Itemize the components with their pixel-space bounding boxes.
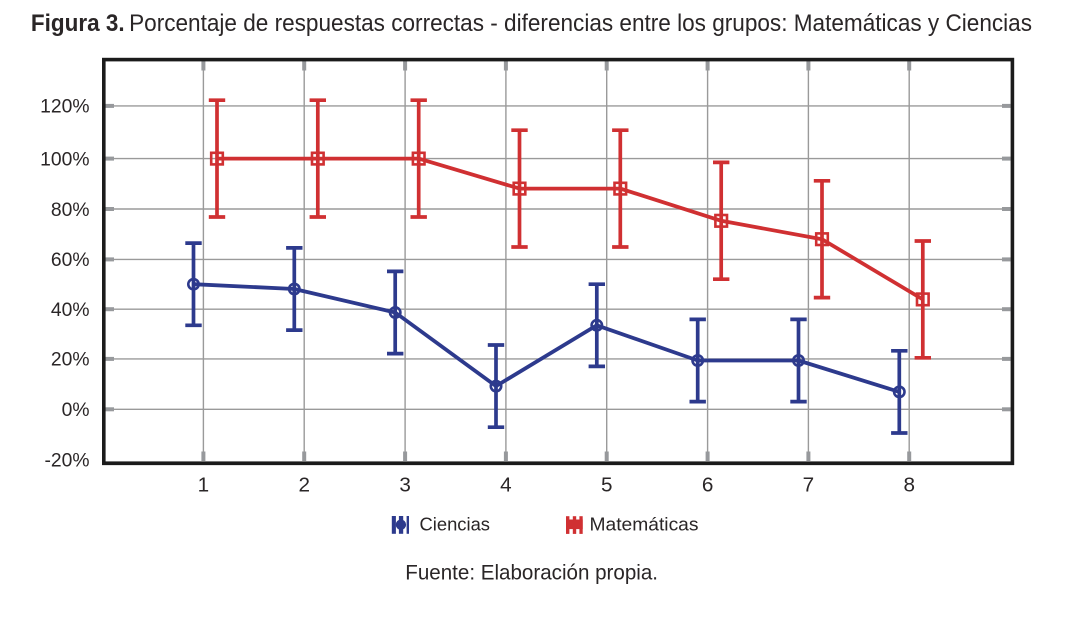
svg-text:Figura 3.Porcentaje de respues: Figura 3. Porcentaje de respuestas correc… bbox=[31, 10, 1032, 37]
svg-text:-20%: -20% bbox=[44, 450, 89, 471]
svg-text:80%: 80% bbox=[51, 200, 90, 221]
svg-text:100%: 100% bbox=[40, 149, 89, 170]
svg-text:Fuente: Elaboración propia.: Fuente: Elaboración propia. bbox=[405, 560, 658, 585]
svg-text:3: 3 bbox=[399, 474, 411, 497]
svg-text:40%: 40% bbox=[51, 300, 90, 321]
svg-text:120%: 120% bbox=[40, 97, 89, 118]
svg-text:5: 5 bbox=[601, 474, 613, 497]
svg-text:7: 7 bbox=[803, 474, 815, 497]
svg-text:2: 2 bbox=[298, 474, 310, 497]
svg-text:Ciencias: Ciencias bbox=[420, 514, 491, 535]
svg-text:8: 8 bbox=[903, 474, 915, 497]
svg-text:20%: 20% bbox=[51, 350, 90, 371]
svg-text:4: 4 bbox=[500, 474, 512, 497]
svg-text:60%: 60% bbox=[51, 250, 90, 271]
svg-text:0%: 0% bbox=[62, 400, 90, 421]
svg-text:Matemáticas: Matemáticas bbox=[590, 514, 699, 535]
svg-text:1: 1 bbox=[198, 474, 210, 497]
svg-text:6: 6 bbox=[702, 474, 714, 497]
